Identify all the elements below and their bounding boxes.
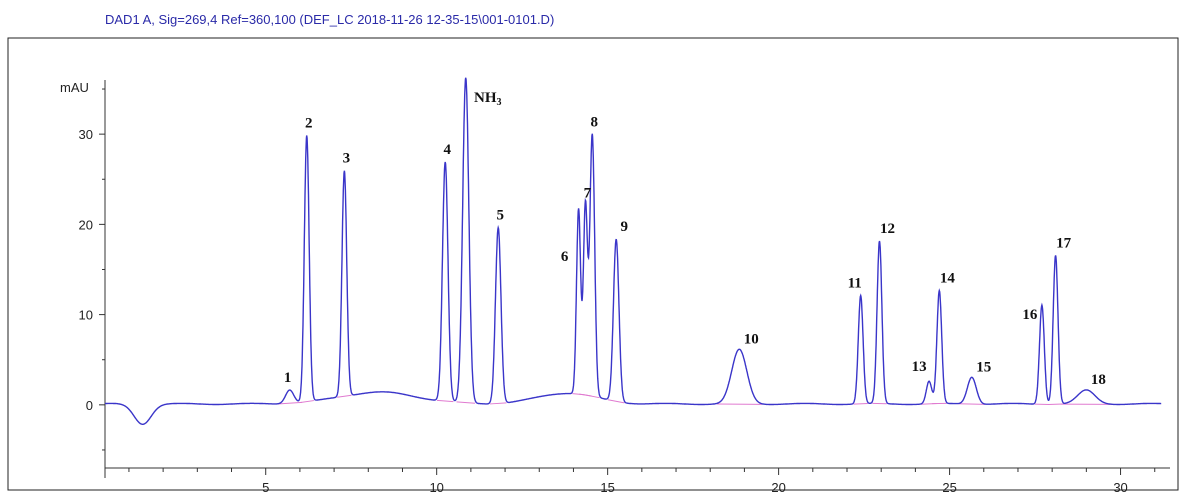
x-tick-label: 25 — [942, 480, 956, 495]
peak-baseline — [853, 402, 868, 405]
peak-label: 15 — [976, 359, 991, 375]
peak-baselines — [277, 393, 1113, 405]
peak-label: 4 — [443, 142, 451, 158]
peak-label: 16 — [1022, 307, 1038, 323]
y-tick-label: 0 — [86, 398, 93, 413]
peak-label: 5 — [496, 208, 504, 224]
signal-trace — [105, 77, 1162, 425]
peak-label: 14 — [940, 271, 956, 287]
peak-label: NH3 — [474, 90, 502, 108]
peak-baseline — [337, 394, 352, 398]
peak-label: 17 — [1056, 235, 1072, 251]
x-tick-label: 30 — [1113, 480, 1127, 495]
y-tick-label: 10 — [79, 308, 93, 323]
peak-label: 8 — [591, 114, 599, 130]
peak-baseline — [456, 401, 476, 404]
peak-label: 9 — [620, 219, 628, 235]
x-tick-label: 5 — [262, 480, 269, 495]
peak-label: 1 — [284, 370, 292, 386]
peak-label: 11 — [848, 275, 862, 291]
peak-baseline — [299, 400, 314, 404]
peak-baseline — [958, 403, 986, 405]
figure-border — [7, 37, 1179, 491]
y-tick-label: 30 — [79, 127, 93, 142]
y-ticks: 0 10 20 30 — [79, 88, 105, 451]
x-tick-label: 10 — [429, 480, 443, 495]
x-tick-label: 20 — [771, 480, 785, 495]
peak-baseline — [277, 401, 302, 405]
x-tick-label: 15 — [600, 480, 614, 495]
peak-label: 13 — [912, 359, 927, 375]
y-tick-label: 20 — [79, 217, 93, 232]
chart-header: DAD1 A, Sig=269,4 Ref=360,100 (DEF_LC 20… — [105, 12, 554, 27]
peak-label: 12 — [880, 221, 895, 237]
peak-label: 2 — [305, 115, 313, 131]
peak-baseline — [436, 399, 454, 403]
x-ticks: 5 10 15 20 25 30 — [128, 468, 1156, 495]
peak-label: 18 — [1091, 372, 1106, 388]
peak-label: 10 — [744, 331, 759, 347]
peak-baseline — [584, 394, 600, 399]
y-axis-unit-label: mAU — [60, 80, 89, 95]
peak-baseline — [607, 399, 625, 404]
peak-label: 3 — [343, 151, 351, 167]
peak-label: 7 — [584, 185, 592, 201]
peak-baseline — [489, 402, 507, 405]
peak-label: 6 — [561, 249, 569, 265]
